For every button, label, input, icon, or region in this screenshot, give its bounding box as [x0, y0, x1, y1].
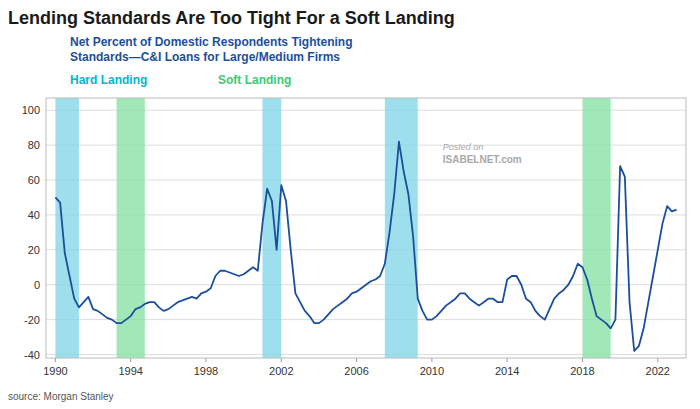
x-tick-label: 2022 — [646, 365, 670, 377]
x-tick-label: 1998 — [194, 365, 218, 377]
y-tick-label: 20 — [28, 244, 40, 256]
region — [582, 98, 610, 358]
x-tick — [582, 358, 583, 362]
x-tick — [55, 358, 56, 362]
subtitle: Net Percent of Domestic Respondents Tigh… — [70, 35, 352, 49]
legend-entry: Hard Landing — [70, 73, 147, 87]
x-tick-label: 2018 — [570, 365, 594, 377]
y-tick-label: 60 — [28, 174, 40, 186]
legend-entry: Soft Landing — [218, 73, 291, 87]
plot-frame — [46, 98, 686, 358]
chart: Lending Standards Are Too Tight For a So… — [0, 0, 700, 409]
x-tick-label: 2014 — [495, 365, 519, 377]
y-tick-label: 100 — [22, 104, 40, 116]
x-tick — [507, 358, 508, 362]
y-tick-label: 80 — [28, 139, 40, 151]
title: Lending Standards Are Too Tight For a So… — [8, 8, 455, 28]
x-tick-label: 2006 — [344, 365, 368, 377]
y-tick-label: 0 — [34, 279, 40, 291]
x-tick-label: 2010 — [420, 365, 444, 377]
x-tick — [206, 358, 207, 362]
line — [55, 142, 676, 351]
x-tick — [657, 358, 658, 362]
subtitle: Standards—C&I Loans for Large/Medium Fir… — [70, 50, 340, 64]
y-tick-label: 40 — [28, 209, 40, 221]
x-tick — [356, 358, 357, 362]
watermark: ISABELNET.com — [443, 154, 522, 165]
plot-area — [55, 98, 676, 358]
watermark: Posted on — [443, 142, 484, 152]
region — [55, 98, 79, 358]
region — [117, 98, 145, 358]
x-tick-label: 1990 — [43, 365, 67, 377]
x-tick — [281, 358, 282, 362]
x-tick — [431, 358, 432, 362]
y-tick-label: -20 — [24, 314, 40, 326]
source: source: Morgan Stanley — [8, 391, 114, 402]
y-tick-label: -40 — [24, 349, 40, 361]
x-tick — [130, 358, 131, 362]
x-tick-label: 1994 — [118, 365, 142, 377]
x-tick-label: 2002 — [269, 365, 293, 377]
